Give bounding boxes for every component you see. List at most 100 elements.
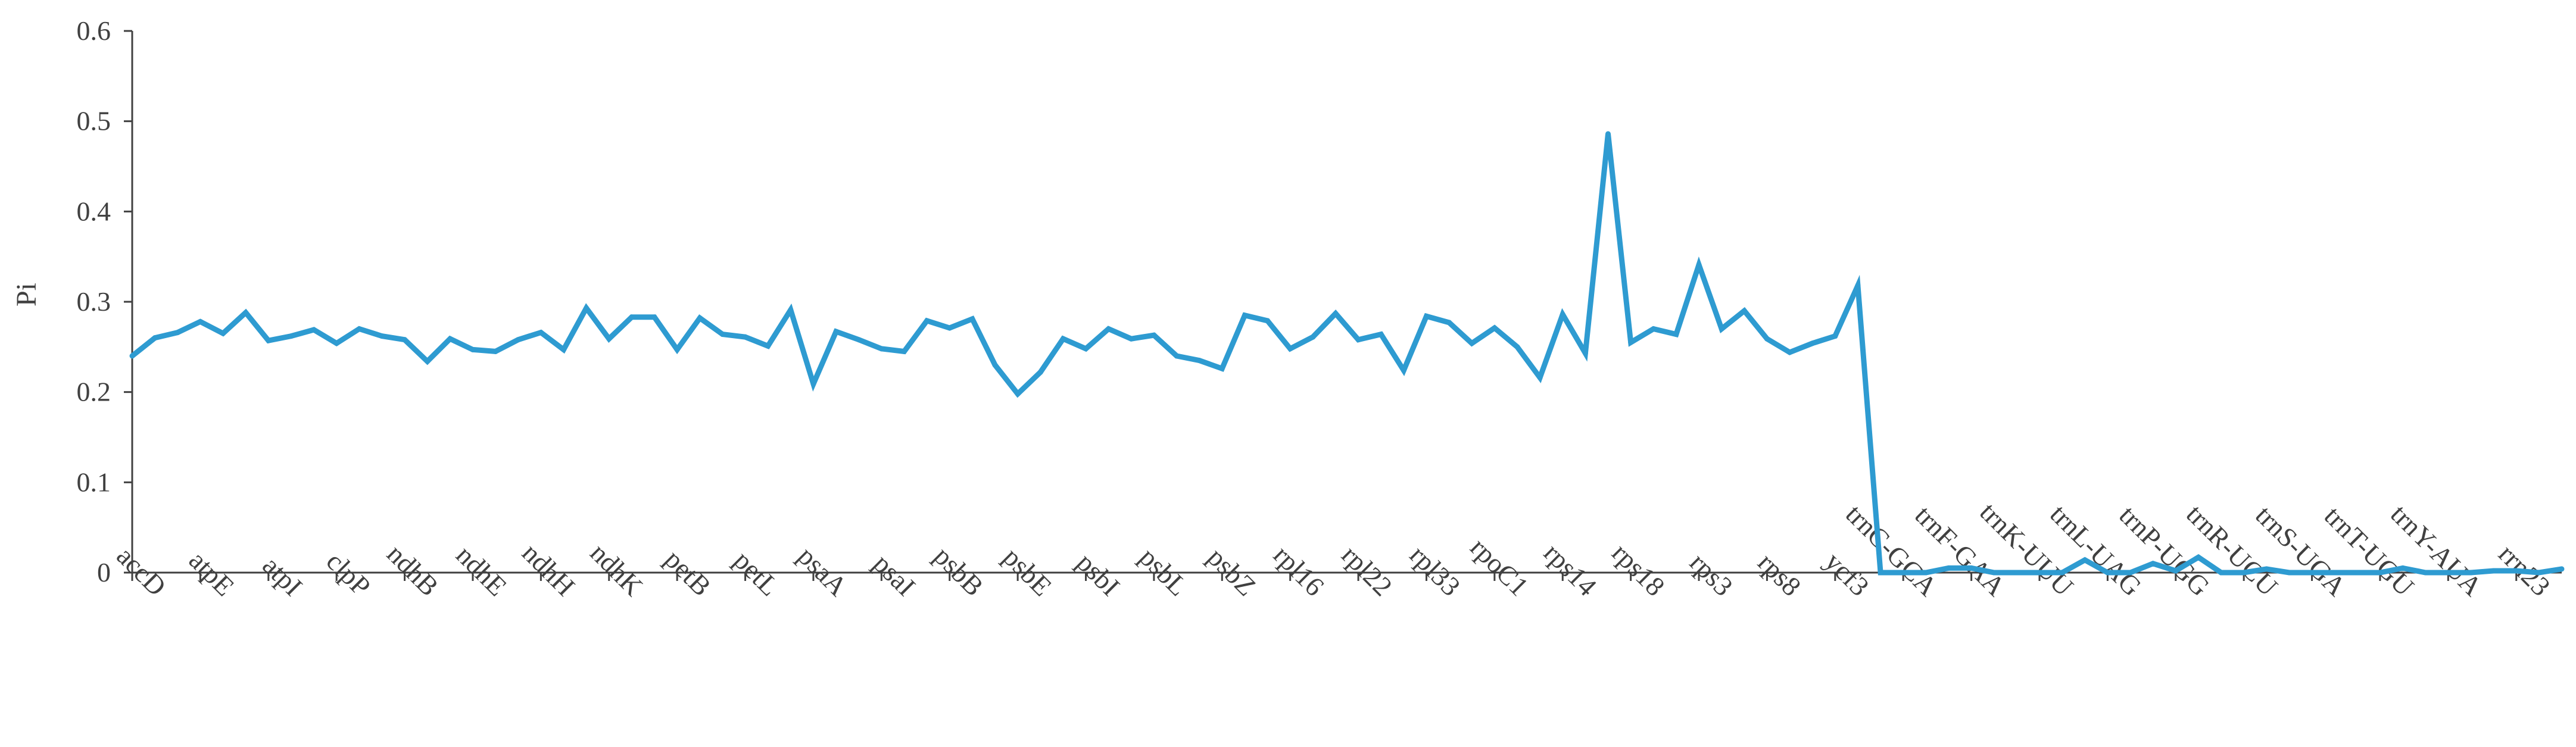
x-tick-label: psaA (792, 540, 853, 602)
x-tick-label: rps8 (1752, 547, 1807, 602)
data-point (2377, 570, 2383, 576)
data-point (2037, 570, 2042, 576)
data-point (288, 333, 294, 339)
data-point (1832, 333, 1838, 339)
data-point (197, 318, 203, 324)
data-point (1083, 346, 1089, 352)
y-tick-label: 0.5 (77, 106, 111, 136)
data-point (924, 318, 930, 324)
data-point (2354, 570, 2360, 576)
data-point (2491, 568, 2497, 574)
data-point (1287, 346, 1293, 352)
data-point (1196, 358, 1202, 364)
data-point (2445, 570, 2451, 576)
data-point (1923, 570, 1929, 576)
x-tick-label: ycf3 (1819, 546, 1875, 602)
data-point (947, 325, 953, 331)
data-point (1401, 367, 1406, 373)
x-tick-label: atpI (257, 550, 308, 602)
data-point (1310, 334, 1316, 340)
x-tick-label: rpl33 (1404, 539, 1467, 602)
y-tick-label: 0.6 (77, 15, 111, 46)
x-tick-label: ndhB (381, 539, 445, 602)
data-point (2536, 570, 2542, 576)
data-point (2195, 554, 2201, 560)
data-point (1492, 325, 1498, 331)
y-tick-label: 0 (97, 557, 111, 587)
data-point (1582, 350, 1588, 356)
data-point (1991, 570, 1997, 576)
data-point (1719, 326, 1724, 332)
x-tick-label: atpE (183, 545, 241, 602)
data-point (743, 334, 749, 340)
data-point (878, 346, 884, 352)
data-point (1128, 336, 1134, 342)
data-point (379, 333, 385, 339)
data-point (2513, 568, 2519, 574)
data-point (174, 330, 180, 336)
data-point (311, 327, 317, 333)
data-point (1560, 311, 1565, 317)
data-point (1605, 131, 1611, 137)
data-point (674, 346, 680, 352)
data-point (492, 348, 498, 354)
x-axis: accD atpE atpI clpP ndhB ndhE ndhH ndhK petB petL… (111, 496, 2562, 602)
x-tick-label: rpl16 (1268, 539, 1330, 602)
data-point (1378, 332, 1384, 337)
data-point (1423, 313, 1429, 319)
x-tick-label: accD (111, 540, 172, 602)
data-point (2150, 561, 2156, 567)
data-point (1219, 365, 1225, 371)
data-point (2128, 570, 2134, 576)
data-point (2468, 570, 2474, 576)
data-point (788, 307, 794, 313)
data-point (856, 337, 862, 343)
y-tick-label: 0.4 (77, 196, 111, 226)
data-point (2241, 570, 2247, 576)
x-tick-label: ndhE (450, 539, 513, 602)
data-point (1673, 332, 1679, 337)
data-point (1878, 570, 1883, 576)
data-point (2218, 570, 2224, 576)
data-point (1945, 565, 1951, 571)
data-point (969, 316, 975, 322)
series-line (130, 133, 2562, 576)
data-point (2286, 570, 2292, 576)
data-point (1355, 337, 1361, 343)
data-point (243, 310, 249, 315)
data-point (765, 343, 771, 349)
data-point (1060, 336, 1066, 342)
data-point (266, 337, 272, 343)
data-point (1696, 262, 1702, 268)
data-point (810, 381, 816, 387)
x-tick-label: psbE (997, 542, 1058, 602)
data-point (560, 346, 566, 352)
data-point (1469, 340, 1475, 346)
data-point (1787, 349, 1793, 355)
data-point (2082, 557, 2088, 563)
data-point (129, 353, 135, 359)
y-tick-label: 0.2 (77, 377, 111, 407)
x-tick-label: psbL (1134, 542, 1194, 602)
data-point (1764, 336, 1770, 342)
data-point (1015, 391, 1021, 397)
data-point (1855, 283, 1861, 289)
data-point (1741, 308, 1747, 314)
data-point (629, 314, 635, 320)
data-point (402, 337, 408, 343)
x-tick-label: rps18 (1606, 537, 1670, 602)
x-tick-label: clpP (320, 546, 376, 602)
data-point (1242, 312, 1248, 318)
data-point (1969, 565, 1975, 571)
data-point (425, 358, 431, 364)
data-point (1037, 369, 1043, 375)
data-point (2309, 570, 2315, 576)
data-point (2559, 566, 2565, 572)
data-point (1174, 353, 1180, 359)
data-point (152, 335, 158, 341)
data-point (2059, 570, 2065, 576)
data-point (1265, 318, 1271, 324)
data-point (651, 314, 657, 320)
data-point (2332, 570, 2338, 576)
